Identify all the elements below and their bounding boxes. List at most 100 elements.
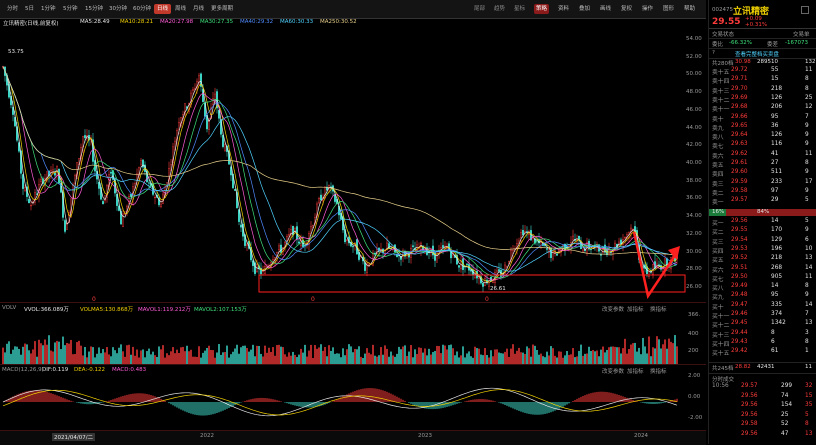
tab-period-8[interactable]: 周线 — [172, 4, 189, 14]
tab-period-3[interactable]: 5分钟 — [60, 4, 81, 14]
volume-bar — [128, 345, 129, 364]
macd-bar — [101, 402, 102, 403]
toolbar-2-button[interactable]: 画线 — [598, 4, 613, 14]
tab-period-9[interactable]: 月线 — [190, 4, 207, 14]
candle-body — [436, 252, 437, 263]
tab-trade-status[interactable]: 交易状态 — [712, 30, 734, 38]
tab-period-4[interactable]: 15分钟 — [82, 4, 106, 14]
macd-bar — [321, 402, 322, 406]
toolbar-1-button[interactable]: 叠加 — [577, 4, 592, 14]
buy-v: 905 — [771, 274, 782, 280]
volume-bar — [554, 356, 555, 364]
menu-icon[interactable] — [801, 6, 809, 14]
sell-n: 8 — [805, 160, 809, 166]
tab-period-10[interactable]: 更多周期 — [208, 4, 236, 14]
toolbar-0-button[interactable]: 资料 — [556, 4, 571, 14]
buy-v: 129 — [771, 237, 782, 243]
toolbar-6-button[interactable]: 帮助 — [682, 4, 697, 14]
sell-p: 29.60 — [731, 169, 748, 175]
tab-trade-order[interactable]: 交易单 — [793, 30, 810, 38]
volume-bar — [188, 351, 189, 364]
volume-bar — [318, 347, 319, 364]
tab-period-7[interactable]: 日线 — [154, 4, 171, 14]
level2-link[interactable]: 查看完整档买卖盘 — [735, 50, 779, 58]
macd-bar — [535, 402, 536, 415]
candle-body — [320, 195, 321, 200]
tab-period-6[interactable]: 60分钟 — [130, 4, 154, 14]
volume-bar — [132, 347, 133, 364]
volume-bar — [546, 352, 547, 364]
macd-bar — [171, 402, 172, 404]
volume-bar — [266, 353, 267, 364]
candle-body — [346, 240, 347, 241]
volume-bar — [394, 357, 395, 364]
volume-bar — [418, 347, 419, 364]
volume-bar — [118, 348, 119, 364]
volume-bar — [596, 351, 597, 364]
ticks-title: 分时成交 — [712, 375, 734, 383]
macd-bar — [263, 398, 264, 402]
macd-bar — [111, 400, 112, 402]
tab-period-1[interactable]: 5日 — [22, 4, 37, 14]
tab-period-0[interactable]: 分时 — [4, 4, 21, 14]
candle-body — [582, 250, 583, 252]
tab-period-2[interactable]: 1分钟 — [38, 4, 59, 14]
macd-bar — [399, 398, 400, 402]
volume-bar — [368, 353, 369, 364]
toolbar-3-button[interactable]: 复权 — [619, 4, 634, 14]
volume-bar — [634, 343, 635, 364]
toolbar-4-button[interactable]: 操作 — [640, 4, 655, 14]
tab-period-5[interactable]: 30分钟 — [106, 4, 130, 14]
volume-bar — [94, 357, 95, 364]
chart-title: 立讯精密(日线,前复权) — [3, 19, 59, 27]
tick-v: 25 — [781, 412, 788, 418]
candle-body — [364, 263, 365, 271]
buy-p: 29.51 — [731, 265, 748, 271]
volume-bar — [404, 345, 405, 364]
volume-bar — [274, 356, 275, 364]
mini-tool-1-icon[interactable]: 趋势 — [492, 4, 507, 14]
macd-bar — [663, 402, 664, 403]
price-tick-9: 36.00 — [686, 195, 702, 201]
mini-tool-2-icon[interactable]: 星标 — [512, 4, 527, 14]
mini-tool-0-icon[interactable]: 尾部 — [472, 4, 487, 14]
strategy-button[interactable]: 策略 — [534, 4, 549, 14]
candle-body — [148, 183, 149, 184]
macd-label: MACD(12,26,9) — [2, 367, 44, 373]
toolbar-5-button[interactable]: 图形 — [661, 4, 676, 14]
macd-bar — [395, 396, 396, 402]
macd-bar — [607, 392, 608, 402]
volume-bar — [288, 352, 289, 364]
